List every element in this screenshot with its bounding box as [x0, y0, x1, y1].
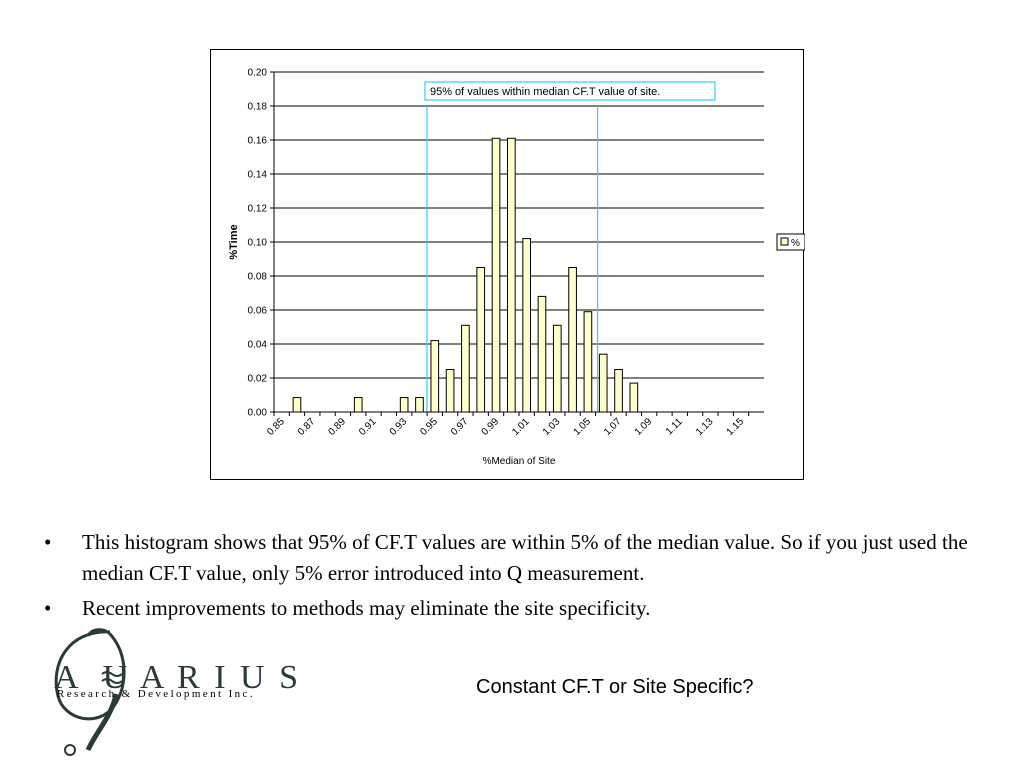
y-tick-label: 0.08: [248, 272, 268, 283]
y-tick-label: 0.04: [248, 340, 268, 351]
histogram-bar: [583, 311, 593, 413]
bullet-item: This histogram shows that 95% of CF.T va…: [40, 527, 1000, 589]
x-tick-label: 0.95: [418, 416, 440, 438]
logo-letters: A U A R I U S: [54, 659, 301, 696]
slide-title: Constant CF.T or Site Specific?: [476, 676, 754, 698]
y-tick-label: 0.18: [248, 102, 268, 113]
histogram-bar: [476, 267, 486, 413]
histogram-bar: [430, 340, 440, 413]
x-tick-label: 1.07: [602, 416, 624, 438]
x-tick-label: 0.87: [296, 416, 318, 438]
x-tick-label: 1.03: [541, 416, 563, 438]
y-tick-label: 0.06: [248, 306, 268, 317]
annotation-text: 95% of values within median CF.T value o…: [430, 86, 660, 98]
logo-swirl-tail: [85, 693, 119, 752]
y-tick-label: 0.12: [248, 204, 268, 215]
x-tick-label: 0.99: [480, 416, 502, 438]
histogram-bar: [614, 369, 623, 413]
x-tick-label: 1.01: [510, 416, 532, 438]
histogram-bar: [445, 369, 455, 413]
annotation-box: [424, 81, 716, 101]
histogram-bar: [522, 238, 531, 413]
histogram-bar: [399, 397, 409, 413]
x-tick-label: 1.11: [664, 416, 685, 437]
aquarius-logo: A U A R I U S: [54, 628, 301, 756]
y-tick-label: 0.16: [248, 136, 268, 147]
histogram-bar: [461, 324, 470, 413]
x-tick-label: 1.13: [694, 416, 716, 438]
histogram-bar: [353, 397, 363, 413]
histogram-bar: [568, 267, 577, 413]
y-tick-label: 0.20: [248, 68, 268, 79]
y-tick-label: 0.02: [248, 374, 268, 385]
logo-subtitle: Research & Development Inc.: [57, 688, 255, 700]
histogram-chart: 95% of values within median CF.T value o…: [228, 68, 805, 467]
x-tick-label: 0.93: [388, 416, 410, 438]
x-tick-label: 1.15: [725, 416, 747, 438]
y-axis-title: %Time: [228, 224, 240, 259]
histogram-bar: [507, 137, 516, 413]
legend-entry: %: [791, 238, 800, 249]
x-tick-label: 0.85: [265, 416, 287, 438]
y-tick-label: 0.10: [248, 238, 268, 249]
y-tick-label: 0.00: [248, 408, 268, 419]
logo-wave-icon: [101, 671, 123, 684]
x-tick-label: 0.97: [449, 416, 471, 438]
histogram-bar: [491, 137, 501, 413]
x-tick-label: 0.89: [326, 416, 348, 438]
logo-dot: [64, 744, 76, 756]
histogram-bar: [552, 324, 562, 413]
x-tick-label: 1.09: [633, 416, 655, 438]
x-tick-label: 0.91: [357, 416, 379, 438]
bullet-item: Recent improvements to methods may elimi…: [40, 593, 1000, 624]
histogram-bar: [292, 397, 302, 413]
chart-frame: 95% of values within median CF.T value o…: [210, 49, 805, 480]
x-tick-label: 1.05: [571, 416, 593, 438]
legend-swatch: [780, 237, 789, 246]
histogram-bar: [415, 397, 424, 413]
histogram-bar: [598, 353, 608, 413]
histogram-bar: [537, 295, 547, 413]
x-axis-title: %Median of Site: [483, 456, 556, 467]
y-tick-label: 0.14: [248, 170, 268, 181]
histogram-bar: [629, 382, 639, 413]
bullet-list: This histogram shows that 95% of CF.T va…: [40, 527, 1000, 628]
